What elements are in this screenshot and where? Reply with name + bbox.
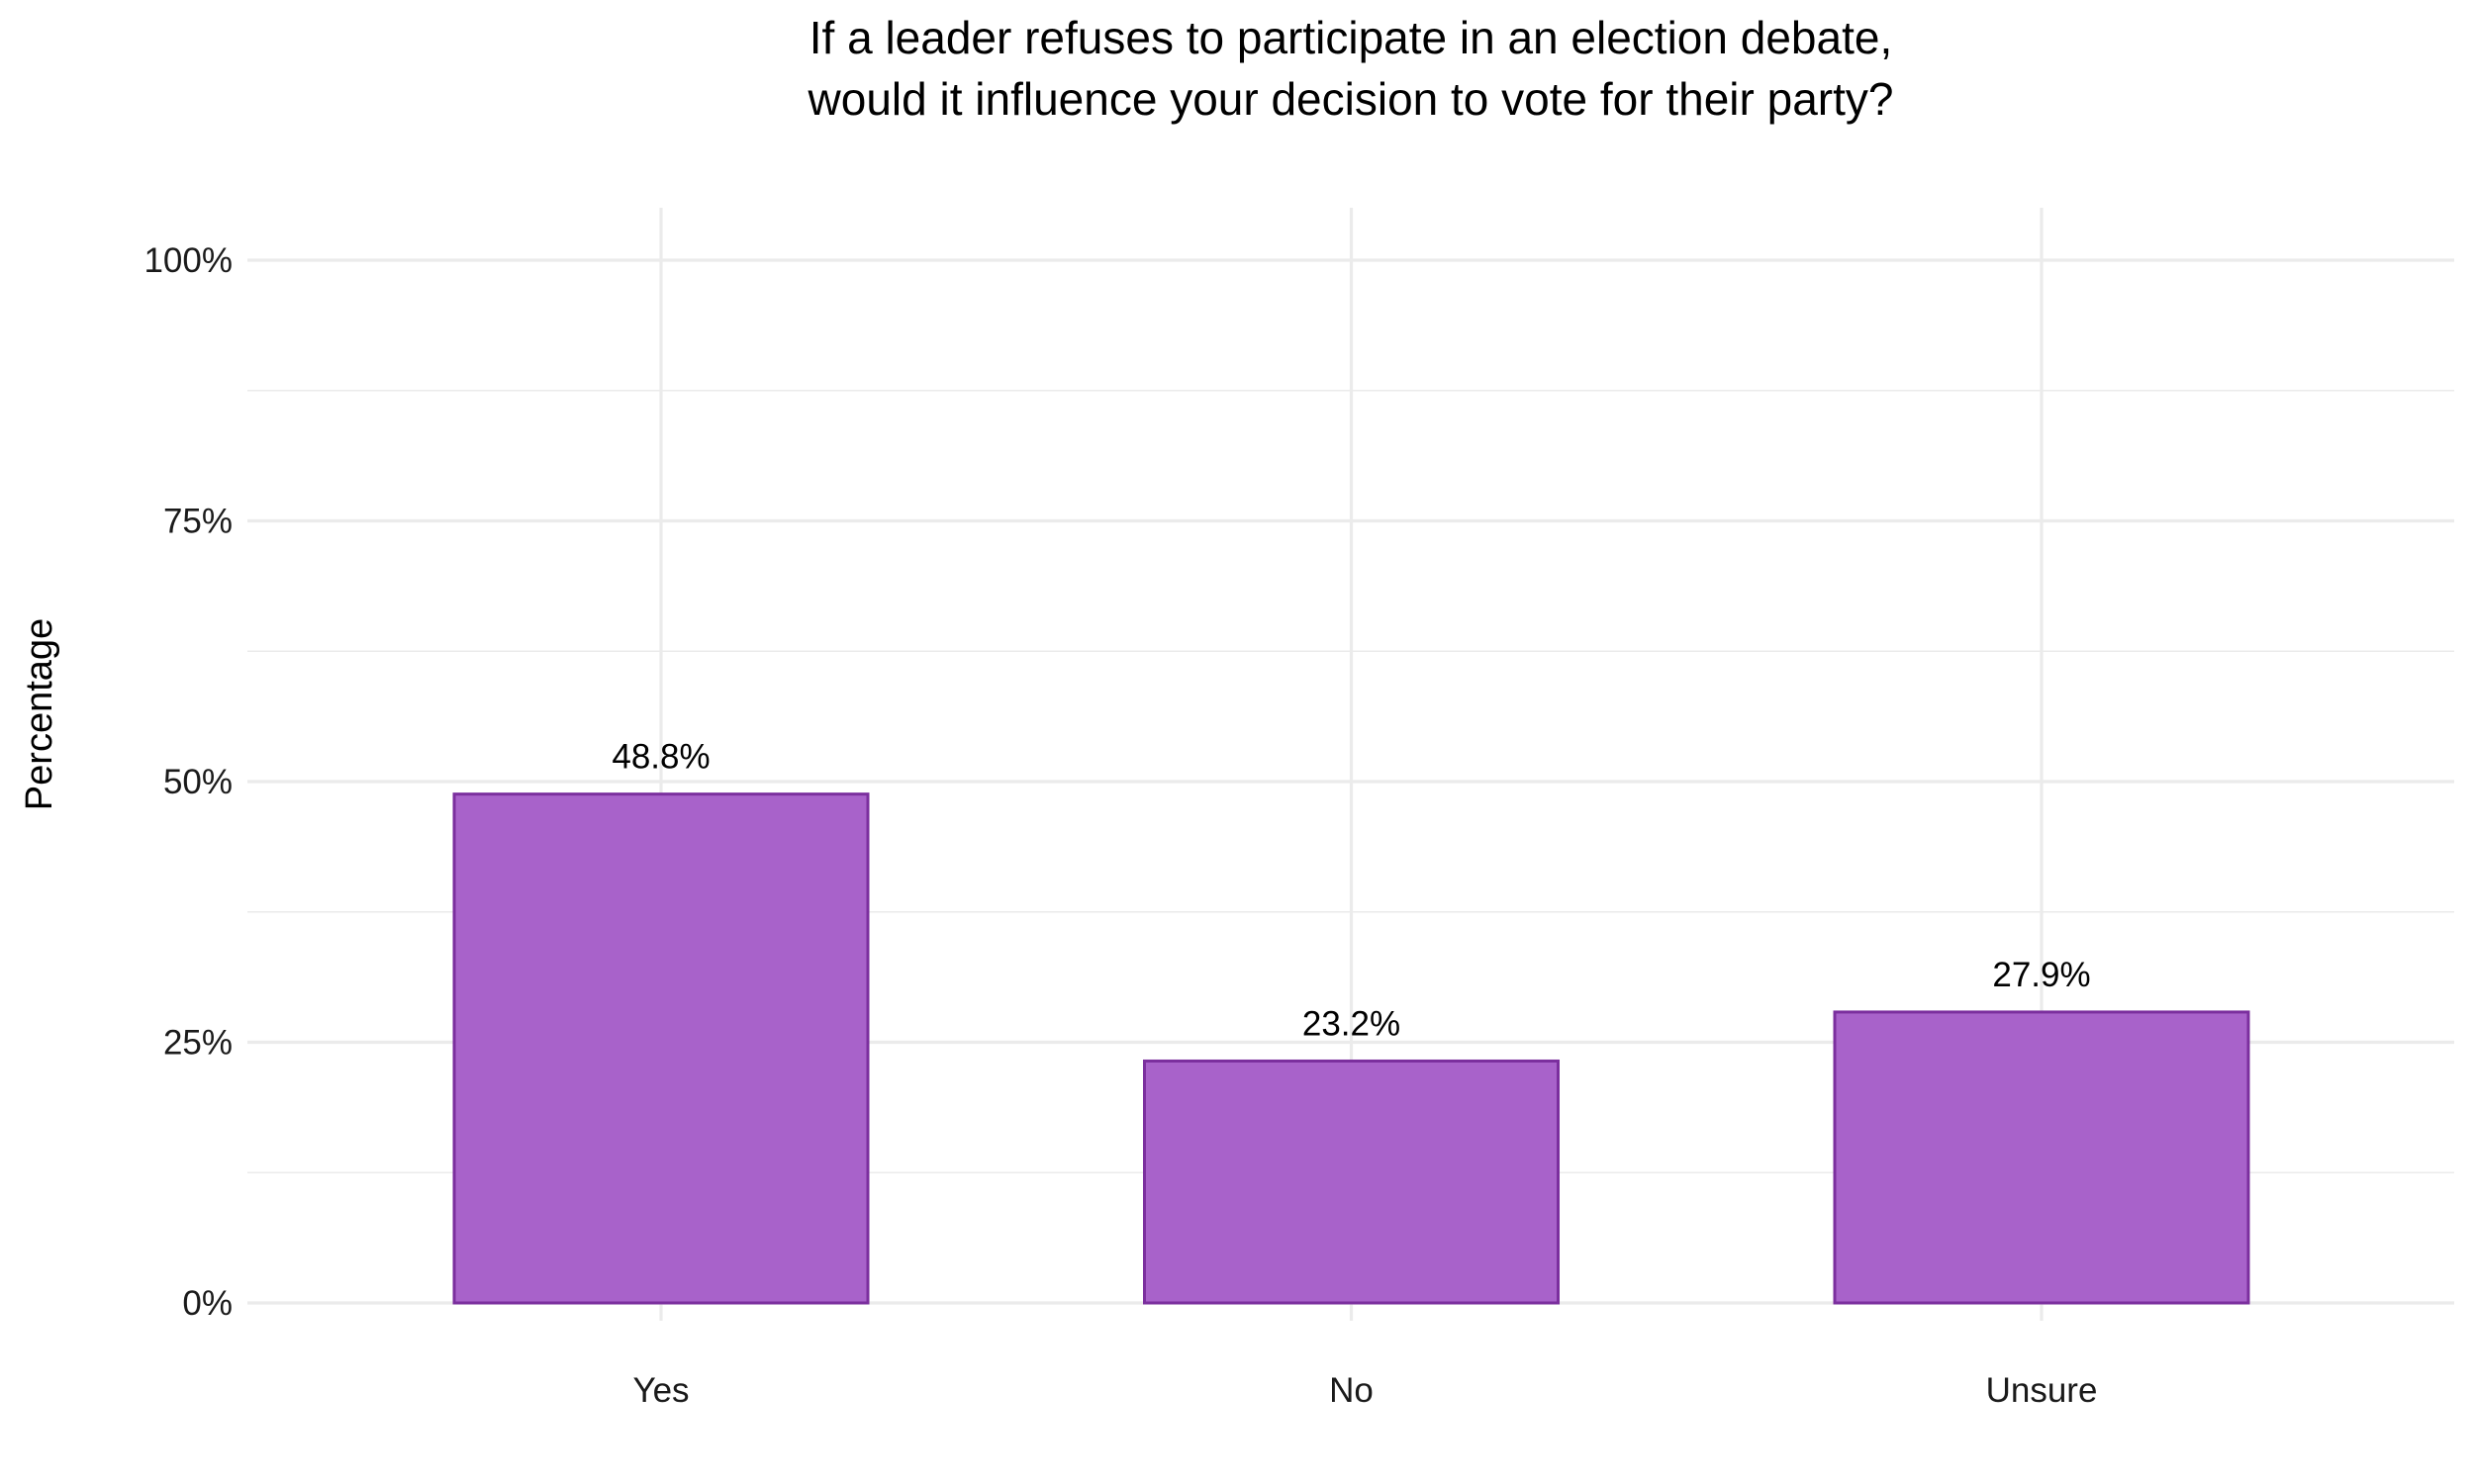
y-tick-label: 0% <box>182 1284 233 1323</box>
y-tick-label: 25% <box>163 1024 233 1063</box>
bars <box>452 792 2250 1305</box>
bar-no <box>1143 1059 1560 1305</box>
y-axis-label: Percentage <box>19 618 60 810</box>
x-tick-label: No <box>1329 1371 1374 1410</box>
y-tick-label: 100% <box>143 241 233 280</box>
data-label: 48.8% <box>612 738 710 777</box>
y-tick-label: 50% <box>163 763 233 801</box>
chart-title-line-1: If a leader refuses to participate in an… <box>809 12 1892 63</box>
bar-yes <box>452 792 870 1305</box>
x-tick-label: Yes <box>632 1371 689 1410</box>
data-label: 27.9% <box>1992 956 2090 994</box>
chart-title-line-2: would it influence your decision to vote… <box>808 73 1894 125</box>
data-label: 23.2% <box>1302 1004 1400 1043</box>
bar-unsure <box>1833 1010 2250 1305</box>
x-tick-label: Unsure <box>1986 1371 2098 1410</box>
labels: 0% 25% 50% 75% 100% 48.8% Yes 23.2% No 27.9% Unsur… <box>143 241 2097 1410</box>
y-tick-label: 75% <box>163 503 233 541</box>
